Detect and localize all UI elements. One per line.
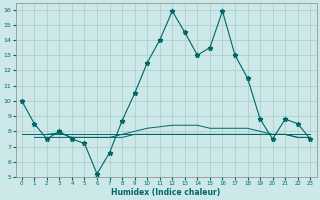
X-axis label: Humidex (Indice chaleur): Humidex (Indice chaleur) xyxy=(111,188,221,197)
